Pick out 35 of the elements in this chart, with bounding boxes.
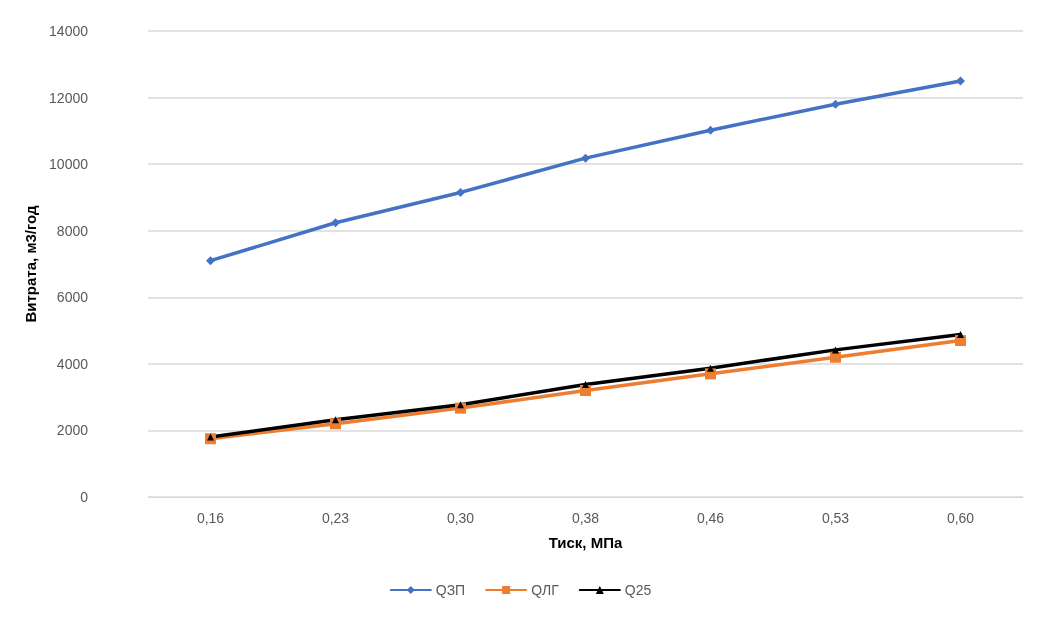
point bbox=[581, 153, 590, 163]
y-tick-label: 10000 bbox=[49, 156, 89, 173]
point bbox=[582, 380, 589, 388]
y-tick-label: 8000 bbox=[56, 222, 89, 239]
point bbox=[207, 433, 214, 441]
point bbox=[457, 401, 464, 409]
y-tick-label: 2000 bbox=[56, 422, 89, 439]
legend-label: QЛГ bbox=[531, 582, 560, 598]
y-tick-label: 12000 bbox=[49, 89, 89, 106]
y-tick-label: 6000 bbox=[56, 289, 89, 306]
x-axis-title: Тиск, МПа bbox=[548, 534, 623, 551]
y-tick-label: 14000 bbox=[49, 23, 89, 39]
point bbox=[456, 187, 465, 197]
point bbox=[206, 256, 215, 266]
y-axis-title: Витрата, м3/год bbox=[22, 204, 40, 323]
point bbox=[957, 331, 964, 339]
point bbox=[706, 125, 715, 135]
x-tick-label: 0,16 bbox=[196, 510, 225, 526]
legend-label: Q25 bbox=[624, 582, 652, 598]
legend-label: QЗП bbox=[435, 582, 466, 598]
point bbox=[956, 76, 965, 86]
point bbox=[832, 346, 839, 354]
y-tick-label: 4000 bbox=[56, 355, 89, 372]
point bbox=[707, 364, 714, 372]
x-tick-label: 0,53 bbox=[821, 510, 850, 526]
x-tick-label: 0,30 bbox=[446, 510, 475, 526]
point bbox=[830, 351, 841, 363]
x-tick-label: 0,60 bbox=[946, 510, 975, 526]
point bbox=[831, 99, 840, 109]
x-tick-label: 0,46 bbox=[696, 510, 725, 526]
point bbox=[332, 416, 339, 424]
x-tick-label: 0,38 bbox=[571, 510, 600, 526]
x-tick-label: 0,23 bbox=[321, 510, 350, 526]
y-tick-label: 0 bbox=[80, 489, 89, 505]
point bbox=[331, 218, 340, 228]
